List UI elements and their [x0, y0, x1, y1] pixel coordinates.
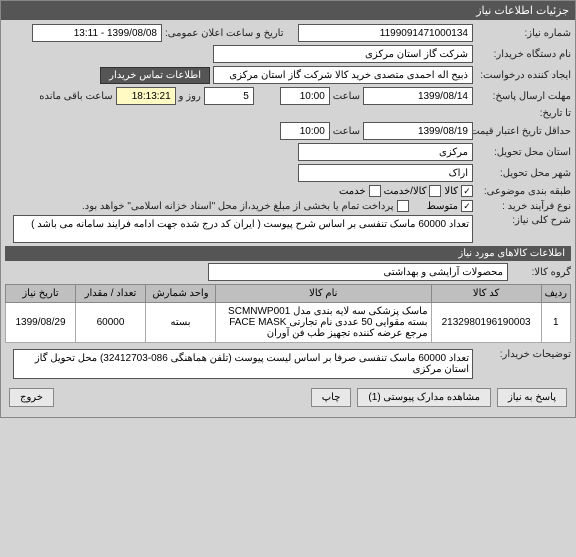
chk-medium-wrap[interactable]: ✓متوسط [427, 200, 473, 212]
td-qty: 60000 [76, 303, 146, 343]
lbl-req-no: شماره نیاز: [476, 28, 571, 39]
lbl-creator: ایجاد کننده درخواست: [476, 70, 571, 81]
lbl-partial: پرداخت تمام یا بخشی از مبلغ خرید،از محل … [82, 201, 394, 212]
lbl-until: تا تاریخ: [476, 108, 571, 119]
lbl-province: استان محل تحویل: [476, 147, 571, 158]
lbl-buy-type: نوع فرآیند خرید : [476, 201, 571, 212]
checkbox-icon [369, 185, 381, 197]
items-header: اطلاعات کالاهای مورد نیاز [5, 246, 571, 261]
chk-goods-wrap[interactable]: ✓کالا [444, 185, 473, 197]
td-code: 2132980196190003 [431, 303, 541, 343]
lbl-budget: طبقه بندی موضوعی: [476, 186, 571, 197]
fld-send-time: 10:00 [280, 87, 330, 105]
fld-announce: 1399/08/08 - 13:11 [32, 24, 162, 42]
lbl-buyer-org: نام دستگاه خریدار: [476, 49, 571, 60]
content-area: شماره نیاز: 1199091471000134 تاریخ و ساع… [1, 20, 575, 417]
td-idx: 1 [541, 303, 570, 343]
lbl-day-and: روز و [179, 91, 201, 102]
window-titlebar: جزئیات اطلاعات نیاز [1, 1, 575, 20]
contact-info-button[interactable]: اطلاعات تماس خریدار [100, 67, 210, 84]
print-button[interactable]: چاپ [311, 388, 352, 407]
footer-buttons: پاسخ به نیاز مشاهده مدارک پیوستی (1) چاپ… [5, 382, 571, 413]
fld-buyer-notes: تعداد 60000 ماسک تنفسی صرفا بر اساس لیست… [13, 349, 473, 379]
lbl-goods-group: گروه کالا: [511, 267, 571, 278]
fld-city: اراک [298, 164, 473, 182]
fld-price-time: 10:00 [280, 122, 330, 140]
td-unit: بسته [146, 303, 216, 343]
fld-creator: ذبیح اله احمدی متصدی خرید کالا شرکت گاز … [213, 66, 473, 84]
lbl-city: شهر محل تحویل: [476, 168, 571, 179]
main-window: جزئیات اطلاعات نیاز شماره نیاز: 11990914… [0, 0, 576, 418]
chk-partial-wrap[interactable]: پرداخت تمام یا بخشی از مبلغ خرید،از محل … [82, 200, 409, 212]
td-name: ماسک پزشکی سه لایه بندی مدل SCMNWP001 بس… [216, 303, 432, 343]
th-name: نام کالا [216, 285, 432, 303]
th-date: تاریخ نیاز [6, 285, 76, 303]
fld-days-left: 5 [204, 87, 254, 105]
lbl-time1: ساعت [333, 91, 360, 102]
th-code: کد کالا [431, 285, 541, 303]
td-date: 1399/08/29 [6, 303, 76, 343]
th-idx: ردیف [541, 285, 570, 303]
title-text: جزئیات اطلاعات نیاز [476, 5, 569, 17]
checkbox-icon [429, 185, 441, 197]
fld-req-no: 1199091471000134 [298, 24, 473, 42]
lbl-announce: تاریخ و ساعت اعلان عمومی: [165, 28, 295, 39]
fld-send-date: 1399/08/14 [363, 87, 473, 105]
lbl-price-valid: حداقل تاریخ اعتبار قیمت: [476, 126, 571, 137]
fld-buyer-org: شرکت گاز استان مرکزی [213, 45, 473, 63]
th-qty: تعداد / مقدار [76, 285, 146, 303]
lbl-remaining: ساعت باقی مانده [39, 91, 112, 102]
items-table: ردیف کد کالا نام کالا واحد شمارش تعداد /… [5, 284, 571, 343]
fld-price-date: 1399/08/19 [363, 122, 473, 140]
reply-button[interactable]: پاسخ به نیاز [497, 388, 567, 407]
lbl-svc2: خدمت [339, 186, 366, 197]
lbl-svc: کالا/خدمت [384, 186, 427, 197]
lbl-buyer-notes: توضیحات خریدار: [476, 349, 571, 360]
fld-time-left: 18:13:21 [116, 87, 176, 105]
table-row: 1 2132980196190003 ماسک پزشکی سه لایه بن… [6, 303, 571, 343]
check-icon: ✓ [461, 185, 473, 197]
lbl-medium: متوسط [427, 201, 458, 212]
exit-button[interactable]: خروج [9, 388, 54, 407]
lbl-goods: کالا [444, 186, 458, 197]
chk-svc2-wrap[interactable]: خدمت [339, 185, 381, 197]
th-unit: واحد شمارش [146, 285, 216, 303]
lbl-main-desc: شرح کلی نیاز: [476, 215, 571, 226]
fld-goods-group: محصولات آرایشی و بهداشتی [208, 263, 508, 281]
fld-province: مرکزی [298, 143, 473, 161]
check-icon: ✓ [461, 200, 473, 212]
lbl-send-deadline: مهلت ارسال پاسخ: [476, 91, 571, 102]
lbl-time2: ساعت [333, 126, 360, 137]
fld-main-desc: تعداد 60000 ماسک تنفسی بر اساس شرح پیوست… [13, 215, 473, 243]
attachments-button[interactable]: مشاهده مدارک پیوستی (1) [357, 388, 491, 407]
checkbox-icon [397, 200, 409, 212]
chk-svc-wrap[interactable]: کالا/خدمت [384, 185, 442, 197]
